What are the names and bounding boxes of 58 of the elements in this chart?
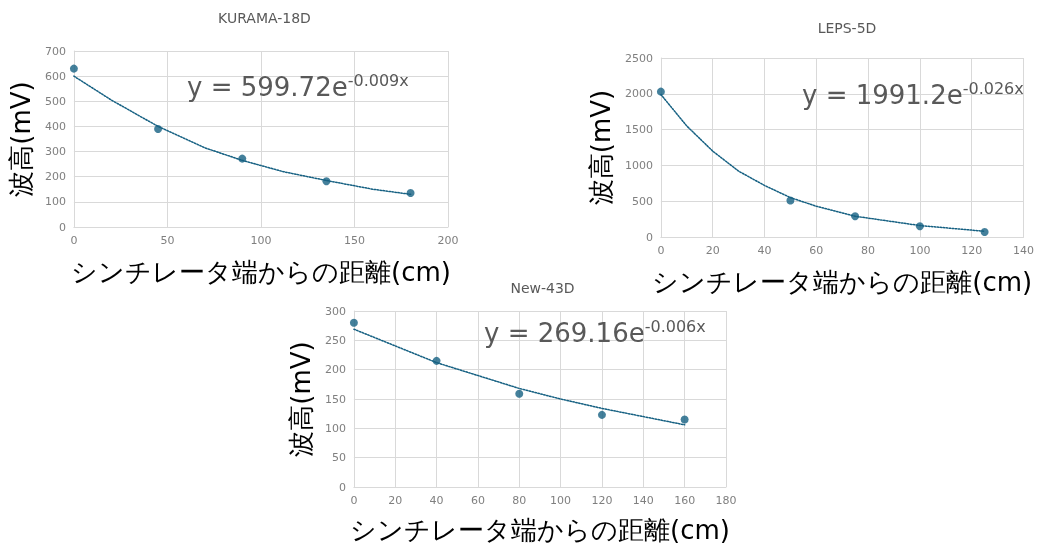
x-tick-label: 200	[437, 234, 459, 247]
x-tick-label: 160	[674, 494, 696, 507]
x-tick-label: 20	[388, 494, 403, 507]
x-tick-label: 50	[160, 234, 175, 247]
x-tick-label: 40	[429, 494, 444, 507]
x-tick-label: 100	[909, 244, 931, 257]
y-tick-label: 2500	[624, 51, 653, 65]
x-tick-label: 120	[591, 494, 613, 507]
x-axis-title: シンチレータ端からの距離(cm)	[349, 515, 730, 545]
y-tick-label: 200	[324, 363, 346, 377]
x-axis-title: シンチレータ端からの距離(cm)	[70, 257, 451, 287]
x-tick-label: 140	[632, 494, 654, 507]
y-tick-label: 700	[44, 44, 66, 58]
y-tick-label: 200	[44, 170, 66, 184]
y-tick-label: 600	[44, 69, 66, 83]
y-tick-label: 400	[44, 119, 66, 133]
y-tick-label: 500	[631, 194, 653, 208]
x-tick-label: 0	[70, 234, 78, 247]
y-tick-label: 250	[324, 333, 346, 347]
chart-title: LEPS-5D	[817, 20, 877, 36]
chart-title: KURAMA-18D	[218, 10, 311, 26]
x-axis-title: シンチレータ端からの距離(cm)	[652, 267, 1033, 297]
point	[656, 87, 665, 96]
point	[69, 64, 78, 73]
x-tick-label: 60	[470, 494, 485, 507]
y-axis-title: 波高(mV)	[6, 81, 36, 197]
y-tick-label: 1000	[624, 158, 653, 172]
y-tick-label: 300	[44, 145, 66, 159]
y-tick-label: 50	[331, 451, 346, 465]
y-tick-label: 300	[324, 304, 346, 318]
y-tick-label: 0	[58, 220, 66, 234]
chart-title: New-43D	[510, 280, 575, 296]
x-tick-label: 80	[512, 494, 527, 507]
x-tick-label: 100	[550, 494, 572, 507]
x-tick-label: 100	[250, 234, 272, 247]
point	[349, 318, 358, 327]
y-tick-label: 1500	[624, 123, 653, 137]
x-tick-label: 0	[350, 494, 358, 507]
x-tick-label: 20	[705, 244, 720, 257]
y-tick-label: 150	[324, 392, 346, 406]
x-tick-label: 120	[961, 244, 983, 257]
x-tick-label: 140	[1013, 244, 1034, 257]
y-tick-label: 2000	[624, 87, 653, 101]
y-axis-title: 波高(mV)	[586, 89, 616, 206]
x-tick-label: 80	[861, 244, 876, 257]
point	[597, 410, 606, 419]
y-tick-label: 100	[324, 421, 346, 435]
y-tick-label: 100	[44, 195, 66, 209]
x-tick-label: 40	[757, 244, 772, 257]
y-axis-title: 波高(mV)	[286, 341, 316, 457]
point	[515, 389, 524, 398]
x-tick-label: 60	[809, 244, 824, 257]
point	[680, 415, 689, 424]
x-tick-label: 180	[715, 494, 737, 507]
y-tick-label: 500	[44, 94, 66, 108]
x-tick-label: 0	[657, 244, 665, 257]
y-tick-label: 0	[338, 480, 346, 494]
x-tick-label: 150	[343, 234, 365, 247]
